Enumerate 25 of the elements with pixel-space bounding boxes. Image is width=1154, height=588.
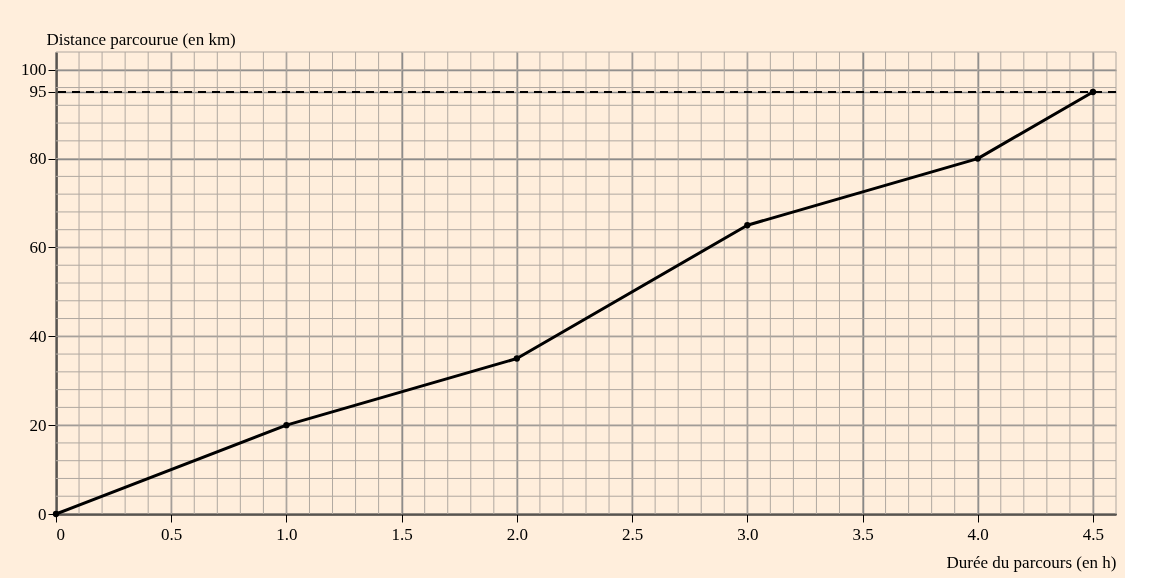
y-tick-label: 20: [29, 415, 47, 435]
y-tick-label: 40: [29, 326, 47, 346]
x-tick-label: 3.5: [852, 524, 874, 544]
x-tick-label: 0.5: [161, 524, 183, 544]
y-tick-label: 80: [29, 149, 47, 169]
y-tick-label: 60: [29, 237, 47, 257]
x-tick-label: 3.0: [737, 524, 759, 544]
y-tick-label: 95: [29, 82, 47, 102]
point: [1089, 88, 1097, 96]
point: [974, 155, 981, 162]
y-tick-label: 0: [38, 504, 47, 524]
x-tick-label: 1.0: [276, 524, 298, 544]
x-axis-title: Durée du parcours (en h): [946, 552, 1117, 572]
point: [283, 422, 290, 429]
x-tick-label: 2.5: [621, 524, 644, 544]
x-tick-label: 4.0: [967, 524, 989, 544]
point: [52, 510, 60, 518]
x-tick-label: 4.5: [1082, 524, 1105, 544]
y-axis-title: Distance parcourue (en km): [46, 29, 236, 49]
x-tick-label: 0: [56, 524, 65, 544]
point: [744, 222, 751, 229]
x-tick-label: 1.5: [391, 524, 413, 544]
y-tick-label: 100: [21, 60, 47, 80]
point: [513, 355, 521, 362]
x-tick-label: 2.0: [506, 524, 528, 544]
